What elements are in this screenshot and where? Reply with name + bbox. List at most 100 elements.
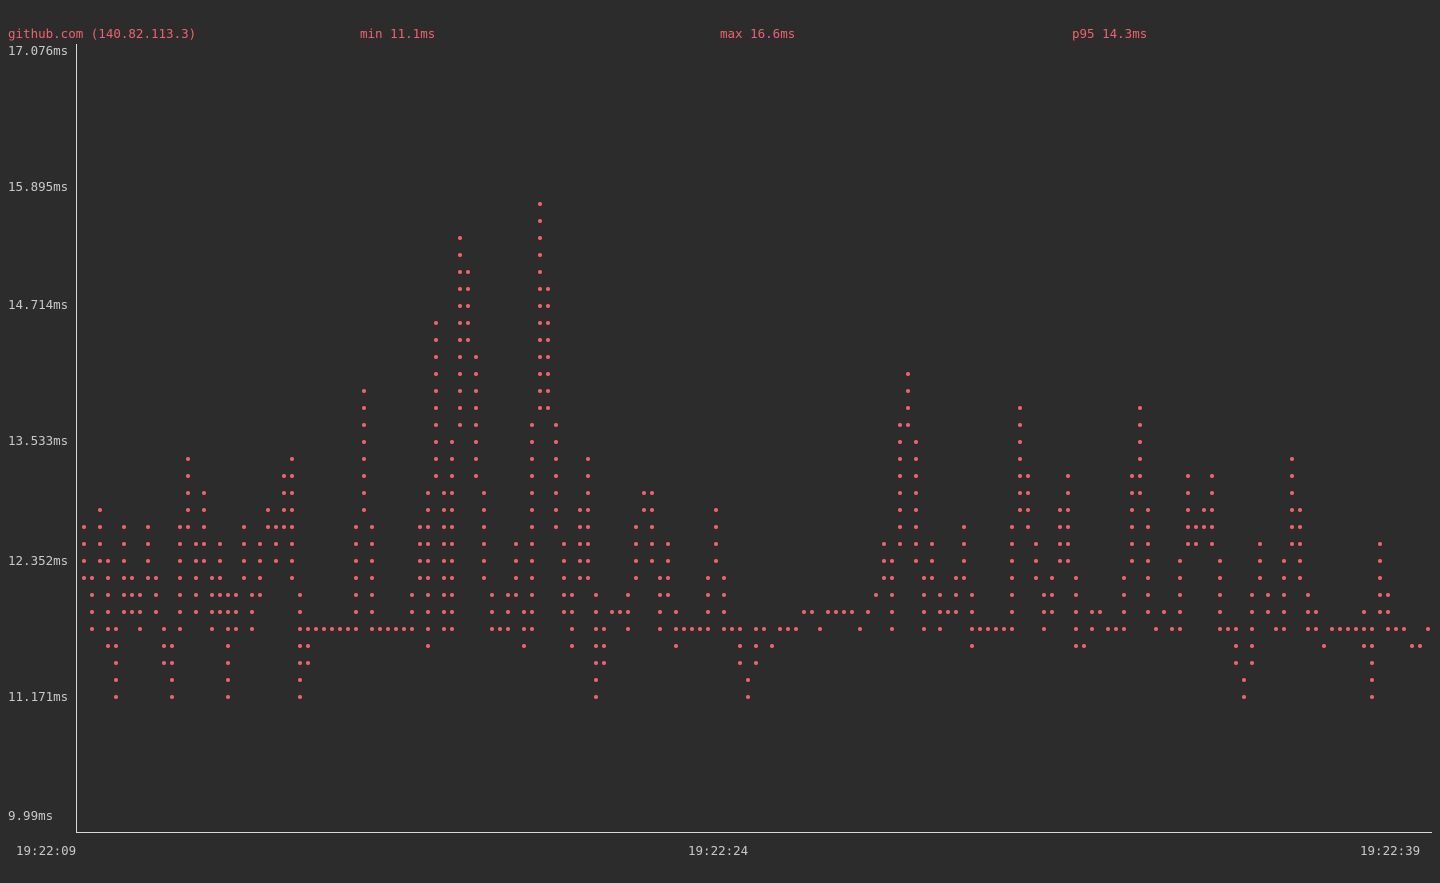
- y-tick-label: 11.171ms: [8, 689, 69, 704]
- data-point: [746, 695, 750, 699]
- data-point: [434, 406, 438, 410]
- data-point: [1178, 576, 1182, 580]
- data-point: [1146, 508, 1150, 512]
- data-point: [898, 525, 902, 529]
- data-point: [242, 525, 246, 529]
- data-point: [882, 559, 886, 563]
- data-point: [1370, 661, 1374, 665]
- data-point: [1130, 491, 1134, 495]
- data-point: [954, 593, 958, 597]
- data-point: [122, 576, 126, 580]
- data-point: [1074, 593, 1078, 597]
- data-point: [186, 508, 190, 512]
- data-point: [666, 576, 670, 580]
- data-point: [474, 440, 478, 444]
- data-point: [1034, 576, 1038, 580]
- data-point: [1186, 474, 1190, 478]
- data-point: [450, 610, 454, 614]
- data-point: [754, 661, 758, 665]
- data-point: [962, 559, 966, 563]
- data-point: [570, 644, 574, 648]
- data-point: [1234, 661, 1238, 665]
- data-point: [1018, 508, 1022, 512]
- max-stat: max 16.6ms: [720, 26, 796, 41]
- data-point: [450, 440, 454, 444]
- data-point: [962, 576, 966, 580]
- data-point: [442, 542, 446, 546]
- data-point: [442, 559, 446, 563]
- data-point: [1162, 610, 1166, 614]
- data-point: [90, 627, 94, 631]
- y-tick-label: 13.533ms: [8, 433, 69, 448]
- data-point: [1018, 440, 1022, 444]
- data-point: [210, 593, 214, 597]
- data-point: [1170, 627, 1174, 631]
- y-tick-label: 12.352ms: [8, 553, 69, 568]
- data-point: [226, 593, 230, 597]
- data-point: [370, 542, 374, 546]
- data-point: [946, 610, 950, 614]
- data-point: [170, 678, 174, 682]
- data-point: [202, 559, 206, 563]
- data-point: [722, 627, 726, 631]
- data-point: [474, 406, 478, 410]
- data-point: [554, 525, 558, 529]
- data-point: [962, 542, 966, 546]
- data-point: [1186, 491, 1190, 495]
- data-point: [1258, 542, 1262, 546]
- data-point: [818, 627, 822, 631]
- data-point: [474, 474, 478, 478]
- data-point: [1378, 542, 1382, 546]
- data-point: [538, 287, 542, 291]
- data-point: [1042, 593, 1046, 597]
- data-point: [938, 627, 942, 631]
- data-point: [434, 355, 438, 359]
- data-point: [378, 627, 382, 631]
- data-point: [666, 542, 670, 546]
- data-point: [1114, 627, 1118, 631]
- data-point: [354, 627, 358, 631]
- data-point: [538, 372, 542, 376]
- data-point: [354, 576, 358, 580]
- data-point: [1362, 610, 1366, 614]
- data-point: [314, 627, 318, 631]
- data-point: [370, 576, 374, 580]
- data-point: [258, 542, 262, 546]
- data-point: [514, 593, 518, 597]
- data-point: [418, 559, 422, 563]
- data-point: [330, 627, 334, 631]
- data-point: [698, 627, 702, 631]
- data-point: [410, 627, 414, 631]
- data-point: [362, 508, 366, 512]
- data-point: [970, 593, 974, 597]
- data-point: [1362, 627, 1366, 631]
- data-point: [290, 542, 294, 546]
- data-point: [1018, 457, 1022, 461]
- data-point: [1122, 627, 1126, 631]
- data-point: [466, 304, 470, 308]
- data-point: [506, 610, 510, 614]
- data-point: [1194, 542, 1198, 546]
- data-point: [586, 491, 590, 495]
- data-point: [682, 627, 686, 631]
- data-point: [586, 542, 590, 546]
- data-point: [730, 627, 734, 631]
- data-point: [1178, 610, 1182, 614]
- data-point: [1210, 508, 1214, 512]
- data-point: [362, 406, 366, 410]
- data-point: [546, 372, 550, 376]
- data-point: [298, 593, 302, 597]
- data-point: [514, 559, 518, 563]
- data-point: [1058, 525, 1062, 529]
- data-point: [354, 559, 358, 563]
- data-point: [362, 423, 366, 427]
- data-point: [450, 576, 454, 580]
- data-point: [898, 423, 902, 427]
- data-point: [538, 270, 542, 274]
- data-point: [282, 508, 286, 512]
- data-point: [1050, 610, 1054, 614]
- data-point: [642, 508, 646, 512]
- x-tick-label: 19:22:09: [16, 843, 77, 858]
- data-point: [434, 372, 438, 376]
- data-point: [290, 491, 294, 495]
